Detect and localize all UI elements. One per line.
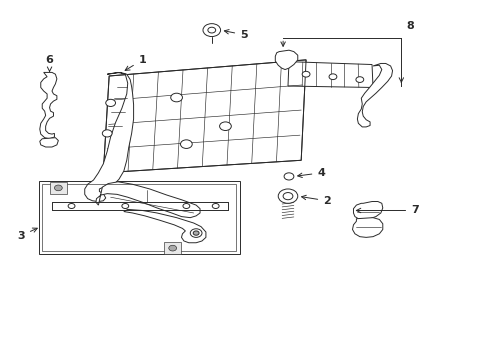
- Polygon shape: [288, 62, 373, 87]
- Polygon shape: [40, 138, 58, 147]
- Circle shape: [183, 203, 190, 208]
- Text: 6: 6: [46, 55, 53, 71]
- Circle shape: [180, 140, 192, 148]
- Polygon shape: [275, 50, 298, 69]
- Polygon shape: [39, 181, 240, 253]
- Text: 5: 5: [224, 30, 248, 40]
- Circle shape: [284, 173, 294, 180]
- Polygon shape: [352, 218, 383, 237]
- Text: 7: 7: [356, 206, 419, 216]
- Circle shape: [302, 71, 310, 77]
- Circle shape: [54, 185, 62, 191]
- Circle shape: [190, 229, 202, 237]
- Circle shape: [193, 231, 199, 235]
- Text: 4: 4: [298, 168, 325, 178]
- Text: 8: 8: [406, 21, 414, 31]
- Polygon shape: [96, 182, 200, 218]
- Circle shape: [283, 193, 293, 200]
- Polygon shape: [124, 210, 206, 243]
- Circle shape: [171, 93, 182, 102]
- Circle shape: [102, 130, 112, 137]
- Polygon shape: [85, 72, 134, 202]
- FancyBboxPatch shape: [164, 242, 181, 254]
- Polygon shape: [353, 202, 383, 220]
- Circle shape: [208, 27, 216, 33]
- Circle shape: [278, 189, 298, 203]
- Circle shape: [220, 122, 231, 131]
- Circle shape: [106, 99, 116, 107]
- Text: 1: 1: [125, 55, 147, 71]
- FancyBboxPatch shape: [49, 182, 67, 194]
- Circle shape: [203, 24, 220, 37]
- Text: 2: 2: [301, 195, 331, 206]
- Text: 3: 3: [18, 228, 37, 240]
- Circle shape: [356, 77, 364, 82]
- Circle shape: [68, 203, 75, 208]
- Polygon shape: [103, 60, 306, 173]
- Polygon shape: [40, 72, 57, 139]
- Polygon shape: [357, 63, 392, 127]
- Circle shape: [212, 203, 219, 208]
- Circle shape: [329, 74, 337, 80]
- Circle shape: [169, 245, 176, 251]
- Circle shape: [122, 203, 129, 208]
